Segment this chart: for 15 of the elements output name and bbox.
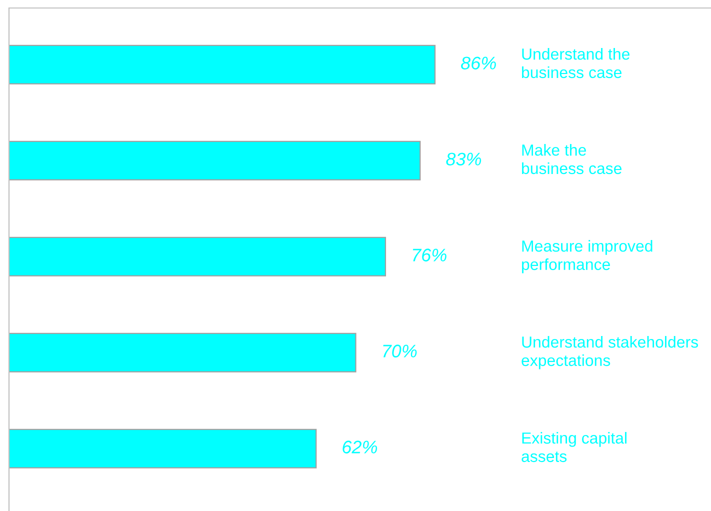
bar (9, 332, 356, 372)
data-label: 76% (412, 248, 446, 262)
y-tick-label: Existing capital assets (522, 432, 626, 462)
y-tick-label: Measure improved performance (522, 240, 652, 274)
data-label: 62% (342, 440, 378, 454)
data-label: 83% (446, 152, 482, 166)
data-label: 86% (461, 56, 496, 70)
data-label: 70% (383, 344, 417, 358)
y-tick-label: Understand stakeholders expectations (522, 336, 698, 370)
bar (9, 428, 317, 468)
y-tick-label: Understand the business case (522, 48, 630, 78)
bar (9, 140, 421, 180)
bar (9, 236, 386, 276)
bar (9, 44, 436, 84)
y-tick-label: Make the business case (522, 144, 622, 174)
